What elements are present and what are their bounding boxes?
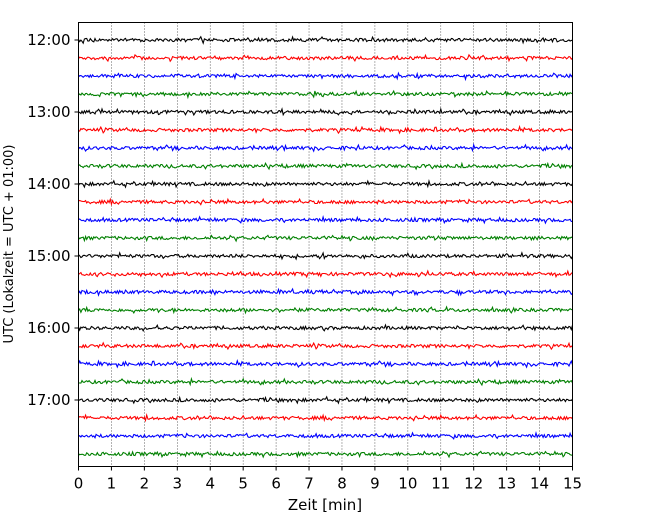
trace-line [78, 161, 573, 171]
trace-line [77, 358, 574, 369]
y-axis-label: UTC (Lokalzeit = UTC + 01:00) [2, 145, 17, 344]
trace-series [77, 35, 574, 459]
trace-line [77, 323, 574, 332]
trace-line [78, 53, 573, 63]
y-tick-label: 16:00 [27, 319, 70, 337]
vertical-grid [111, 22, 540, 467]
plot-frame [78, 22, 573, 467]
x-tick-label: 0 [74, 475, 84, 493]
y-tick-label: 14:00 [27, 175, 70, 193]
x-axis-label: Zeit [min] [288, 496, 362, 514]
y-tick-label: 17:00 [27, 391, 70, 409]
x-tick-label: 13 [497, 475, 516, 493]
x-tick-label: 4 [205, 475, 215, 493]
trace-line [78, 214, 573, 225]
trace-line [78, 124, 573, 135]
x-tick-label: 3 [173, 475, 183, 493]
y-tick-label: 13:00 [27, 103, 70, 121]
trace-line [78, 376, 573, 387]
trace-line [78, 395, 573, 405]
x-tick-label: 5 [238, 475, 248, 493]
x-tick-label: 7 [304, 475, 314, 493]
x-tick-label: 6 [271, 475, 281, 493]
trace-line [78, 450, 573, 459]
x-tick-label: 15 [563, 475, 582, 493]
x-tick-label: 9 [370, 475, 380, 493]
x-axis-ticks: 0 1 2 3 4 5 6 7 8 9 10 11 12 13 14 15 [74, 466, 582, 493]
y-tick-label: 15:00 [27, 247, 70, 265]
trace-line [78, 71, 573, 82]
trace-line [78, 142, 573, 153]
trace-line [78, 234, 573, 243]
trace-line [78, 107, 573, 117]
x-tick-label: 10 [398, 475, 417, 493]
x-tick-label: 12 [464, 475, 483, 493]
trace-line [78, 412, 573, 423]
trace-line [78, 269, 573, 279]
trace-line [78, 197, 573, 207]
y-axis-ticks: 12:00 13:00 14:00 15:00 16:00 17:00 [27, 31, 79, 409]
trace-line [78, 287, 573, 297]
x-tick-label: 14 [530, 475, 549, 493]
x-tick-label: 8 [337, 475, 347, 493]
trace-line [78, 430, 573, 440]
y-tick-label: 12:00 [27, 31, 70, 49]
trace-line [78, 305, 573, 315]
x-tick-label: 2 [140, 475, 150, 493]
trace-line [78, 341, 573, 351]
x-tick-label: 11 [431, 475, 450, 493]
trace-line [78, 178, 573, 189]
x-tick-label: 1 [107, 475, 117, 493]
trace-line [78, 35, 573, 45]
trace-line [78, 251, 573, 261]
trace-line [78, 89, 573, 100]
